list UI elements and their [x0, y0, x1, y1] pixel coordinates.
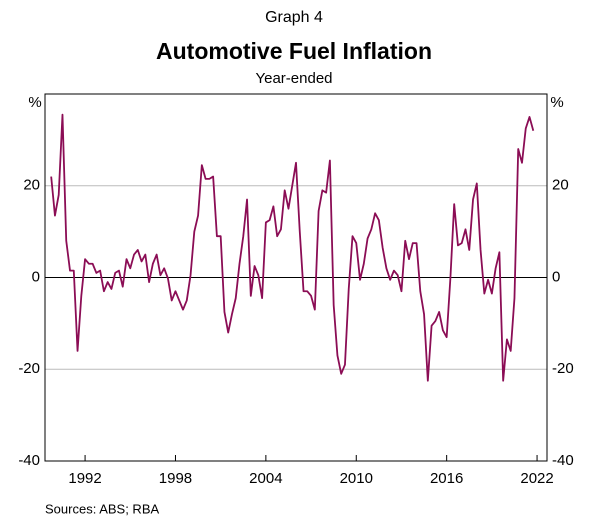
y-unit-right: %	[550, 94, 563, 111]
y-unit-left: %	[28, 94, 41, 111]
y-tick-label: -40	[18, 452, 40, 469]
x-tick-label: 2004	[249, 470, 282, 487]
x-tick-label: 1998	[159, 470, 192, 487]
y-tick-label-right: -40	[552, 452, 574, 469]
x-tick-label: 2022	[520, 470, 553, 487]
y-tick-label: 0	[32, 268, 40, 285]
y-tick-label-right: 20	[552, 177, 569, 194]
y-tick-label-right: -20	[552, 360, 574, 377]
x-tick-label: 2016	[430, 470, 463, 487]
chart-title: Automotive Fuel Inflation	[156, 38, 432, 64]
y-tick-label: -20	[18, 360, 40, 377]
plot-frame	[44, 93, 548, 462]
source: Sources: ABS; RBA	[45, 501, 159, 516]
y-tick-label-right: 0	[552, 268, 560, 285]
y-tick-label: 20	[23, 177, 40, 194]
x-tick-label: 1992	[68, 470, 101, 487]
graph-label: Graph 4	[265, 9, 323, 26]
x-tick-label: 2010	[340, 470, 373, 487]
data-line	[50, 113, 535, 382]
chart-subtitle: Year-ended	[255, 70, 332, 87]
